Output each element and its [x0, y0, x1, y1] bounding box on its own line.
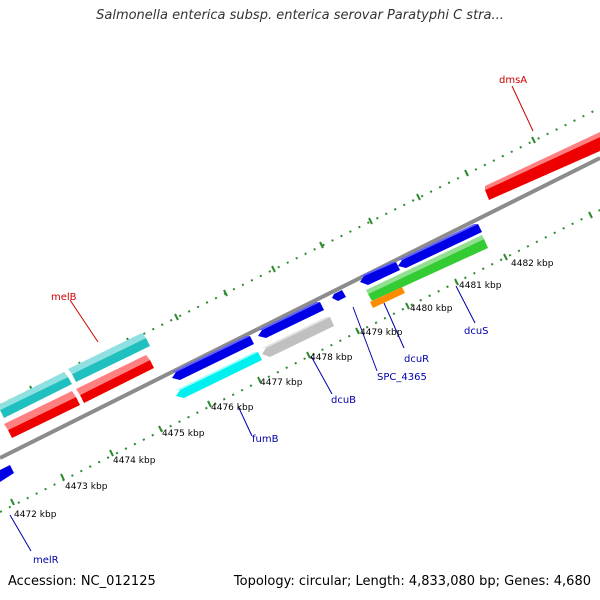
tick-labels: 4472 kbp 4473 kbp 4474 kbp 4475 kbp 4476…	[14, 259, 554, 520]
gene-orange[interactable]	[370, 287, 405, 308]
tick-label: 4482 kbp	[511, 259, 554, 269]
gene-blue-dcuR[interactable]	[360, 262, 400, 285]
tick-label: 4481 kbp	[459, 281, 502, 291]
accession-text: Accession: NC_012125	[8, 574, 156, 589]
gene-red-dmsA[interactable]	[485, 132, 600, 200]
gene-blue-dcuB-region[interactable]	[258, 302, 324, 338]
tick-label: 4479 kbp	[360, 328, 403, 338]
label-leaders	[9, 85, 534, 552]
tick-label: 4475 kbp	[162, 429, 205, 439]
gene-blue-fumB-region[interactable]	[172, 336, 254, 380]
gene-label-melR: melR	[33, 555, 59, 566]
gene-blue-SPC_4365[interactable]	[332, 290, 346, 301]
tick-label: 4476 kbp	[211, 403, 254, 413]
genome-backbone	[0, 156, 600, 460]
gene-labels: melB dmsA melR fumB dcuB SPC_4365 dcuR d…	[33, 75, 527, 566]
gene-label-SPC_4365: SPC_4365	[377, 372, 427, 383]
inner-dotted-ring	[0, 209, 600, 513]
gene-cyan-melB-left[interactable]	[0, 372, 72, 418]
tick-label: 4478 kbp	[310, 353, 353, 363]
gene-blue-dcuS[interactable]	[398, 224, 482, 268]
tick-label: 4474 kbp	[113, 456, 156, 466]
gene-green-dcuS[interactable]	[366, 235, 488, 301]
gene-blue-melR[interactable]	[0, 465, 14, 482]
gene-label-dcuS: dcuS	[464, 326, 489, 337]
map-title: Salmonella enterica subsp. enterica sero…	[96, 8, 504, 23]
gene-label-fumB: fumB	[252, 434, 279, 445]
gene-cyan-melB-right[interactable]	[68, 333, 150, 382]
gene-label-dcuR: dcuR	[404, 354, 429, 365]
gene-cyan-fumB[interactable]	[176, 352, 262, 398]
gene-label-dmsA: dmsA	[499, 75, 527, 86]
gene-red-left[interactable]	[4, 391, 80, 438]
tick-label: 4472 kbp	[14, 510, 57, 520]
topology-summary: Topology: circular; Length: 4,833,080 bp…	[233, 574, 591, 589]
gene-label-dcuB: dcuB	[331, 395, 356, 406]
gene-gray-dcuB[interactable]	[262, 317, 334, 357]
tick-label: 4480 kbp	[410, 304, 453, 314]
inner-major-ticks	[10, 211, 593, 506]
tick-label: 4477 kbp	[260, 378, 303, 388]
tick-label: 4473 kbp	[65, 482, 108, 492]
gene-red-middle[interactable]	[76, 355, 154, 403]
gene-label-melB: melB	[51, 292, 77, 303]
